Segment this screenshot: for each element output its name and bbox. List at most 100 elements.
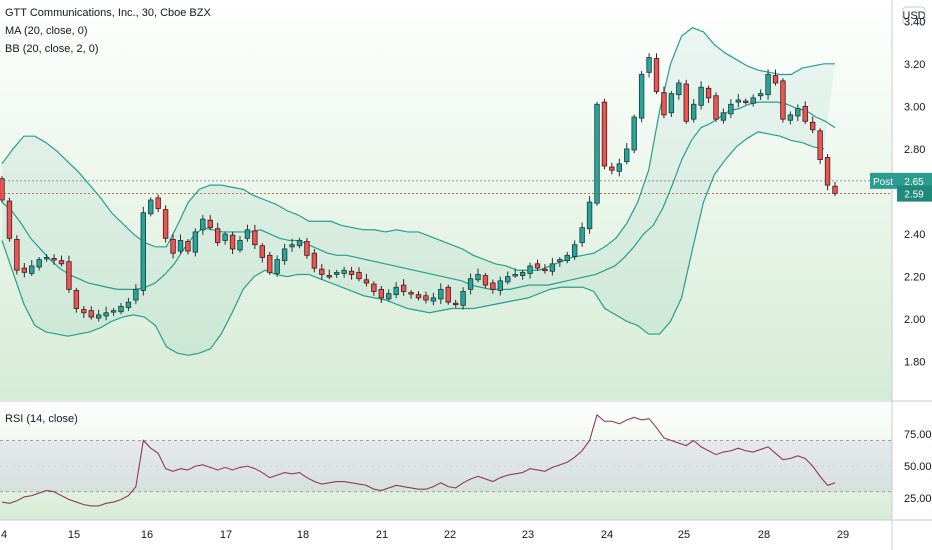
candle-body	[750, 97, 756, 104]
candle-body	[601, 101, 608, 167]
candle-body	[824, 157, 831, 186]
candle-body	[237, 240, 243, 251]
candle-body	[363, 279, 370, 284]
time-tick-label: 21	[376, 529, 388, 541]
candle-body	[289, 244, 295, 248]
candle-body	[676, 82, 682, 96]
candle-body	[6, 200, 13, 239]
candle-body	[505, 276, 511, 283]
candle-body	[415, 294, 422, 299]
candle-body	[140, 212, 146, 291]
candle-body	[817, 130, 823, 160]
candle-body	[720, 112, 727, 121]
candle-body	[683, 83, 689, 122]
price-tick-label: 2.40	[904, 229, 925, 241]
candle-body	[29, 265, 35, 274]
candle-body	[0, 178, 5, 201]
candle-body	[594, 103, 600, 204]
candle-body	[802, 105, 808, 122]
price-tick-label: 3.20	[904, 59, 925, 71]
candle-body	[475, 274, 481, 281]
post-price-label: 2.65	[904, 177, 924, 188]
price-pane-background	[0, 0, 892, 400]
candle-body	[713, 95, 719, 120]
candle-body	[430, 297, 437, 302]
candle-body	[267, 254, 273, 273]
time-tick-label: 28	[758, 529, 770, 541]
price-tick-label: 2.00	[904, 314, 925, 326]
candle-body	[58, 260, 65, 265]
time-tick-label: 25	[678, 529, 690, 541]
candle-body	[162, 209, 169, 239]
time-tick-label: 22	[444, 529, 456, 541]
candle-body	[43, 257, 50, 260]
candle-body	[467, 278, 474, 290]
candle-body	[170, 238, 176, 254]
candle-body	[743, 100, 749, 103]
bb-legend: BB (20, close, 2, 0)	[5, 43, 99, 55]
candle-body	[110, 310, 117, 313]
candle-body	[579, 227, 585, 243]
candle-body	[73, 290, 80, 309]
candle-body	[765, 74, 771, 96]
candle-body	[810, 121, 816, 131]
candle-body	[274, 259, 280, 274]
currency-badge	[902, 6, 926, 25]
candle-body	[14, 238, 20, 271]
candle-body	[222, 233, 228, 241]
price-tick-label: 3.00	[904, 101, 925, 113]
bb-lower-line	[1, 131, 825, 356]
candle-body	[646, 57, 652, 73]
candle-body	[133, 288, 139, 301]
candle-body	[148, 199, 154, 215]
price-tick-label: 2.20	[904, 272, 925, 284]
candle-body	[296, 240, 303, 247]
candle-body	[125, 301, 132, 308]
candle-body	[780, 80, 786, 120]
candle-body	[118, 305, 124, 313]
candle-body	[177, 240, 184, 252]
candle-body	[423, 295, 429, 301]
rsi-line	[1, 413, 836, 507]
rsi-legend: RSI (14, close)	[5, 413, 78, 425]
candle-body	[386, 293, 392, 300]
time-tick-label: 15	[68, 529, 80, 541]
time-tick-label: 18	[297, 529, 309, 541]
candle-body	[371, 283, 377, 292]
candle-body	[393, 286, 399, 296]
candle-body	[698, 86, 704, 106]
candle-body	[527, 265, 533, 274]
candle-body	[51, 258, 57, 261]
candle-body	[88, 310, 94, 318]
candle-body	[185, 241, 191, 252]
candle-body	[378, 288, 384, 299]
candle-body	[616, 163, 622, 172]
candle-body	[356, 271, 362, 280]
candle-body	[341, 269, 347, 274]
candle-body	[259, 245, 265, 258]
candle-body	[586, 201, 593, 230]
bb-fill	[2, 27, 835, 356]
candle-body	[519, 271, 526, 276]
time-tick-label: 24	[601, 529, 613, 541]
candle-body	[229, 234, 236, 250]
candle-body	[705, 87, 712, 99]
last-price-label: 2.59	[904, 190, 924, 201]
ma-legend: MA (20, close, 0)	[5, 25, 88, 37]
candle-body	[549, 263, 556, 272]
candle-body	[542, 268, 548, 272]
candle-body	[490, 282, 496, 290]
candle-body	[631, 116, 637, 151]
candle-body	[497, 280, 503, 291]
candle-body	[557, 259, 563, 263]
candle-body	[728, 103, 734, 115]
candle-body	[334, 271, 340, 275]
price-tick-label: 2.80	[904, 144, 925, 156]
candle-body	[36, 259, 42, 268]
post-price-badge	[897, 172, 932, 189]
candle-body	[832, 185, 838, 195]
candle-body	[326, 275, 332, 278]
candle-body	[534, 263, 541, 269]
candle-body	[192, 231, 199, 253]
